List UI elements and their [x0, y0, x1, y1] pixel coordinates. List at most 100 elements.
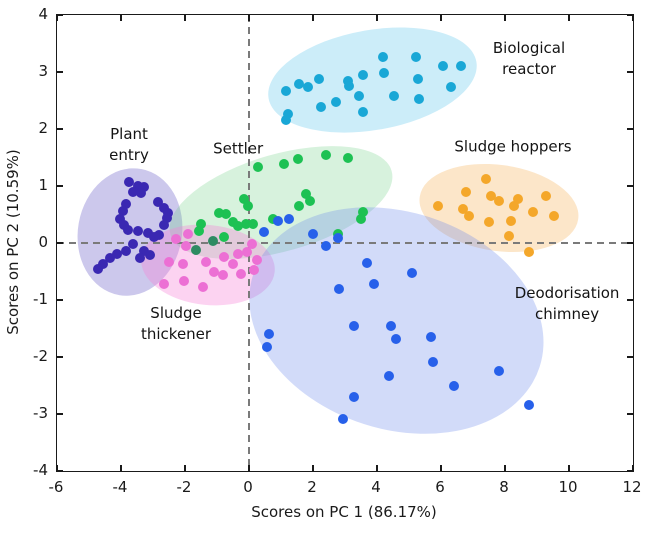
x-tick	[568, 15, 570, 21]
cluster-label-line: Plant	[110, 124, 148, 143]
cluster-label-line: Biological	[492, 39, 566, 58]
data-point-sludge-hoppers	[432, 200, 443, 211]
data-point-plant-entry	[153, 196, 164, 207]
data-point-sludge-thickener	[197, 282, 208, 293]
x-tick	[312, 465, 314, 471]
data-point-deodorisation-chimney	[321, 240, 332, 251]
data-point-sludge-thickener	[236, 268, 246, 279]
cluster-label-plant-entry: Plant entry	[109, 124, 149, 166]
data-point-biological-reactor	[414, 93, 425, 104]
data-point-sludge-thickener	[201, 257, 212, 268]
data-point-biological-reactor	[282, 109, 293, 120]
y-tick	[627, 242, 633, 244]
data-point-deodorisation-chimney	[264, 329, 275, 340]
x-tick	[440, 465, 442, 471]
data-point-sludge-hoppers	[509, 200, 520, 211]
data-point-plant-entry	[92, 264, 103, 275]
data-point-sludge-thickener	[164, 257, 175, 268]
data-point-settler	[300, 188, 311, 199]
data-point-sludge-hoppers	[494, 195, 505, 206]
data-point-sludge-thickener	[242, 246, 253, 257]
data-point-sludge-hoppers	[480, 174, 491, 185]
x-tick-label: -4	[112, 478, 128, 496]
data-point-sludge-thickener	[227, 259, 238, 270]
data-point-sludge-thickener	[171, 234, 182, 244]
y-tick	[627, 356, 633, 358]
x-tick-label: 10	[558, 478, 578, 496]
y-tick	[57, 71, 63, 73]
data-point-plant-entry	[127, 239, 138, 250]
data-point-settler	[356, 214, 366, 225]
data-point-sludge-hoppers	[549, 210, 560, 221]
data-point-biological-reactor	[379, 67, 390, 78]
data-point-deodorisation-chimney	[349, 320, 360, 331]
data-point-plant-entry	[132, 181, 143, 191]
x-axis-label: Scores on PC 1 (86.17%)	[251, 503, 437, 521]
data-point-plant-entry	[105, 252, 116, 263]
data-point-sludge-hoppers	[485, 190, 496, 201]
data-point-settler	[190, 244, 201, 255]
y-tick	[627, 15, 633, 16]
cluster-label-settler: Settler	[213, 138, 263, 159]
data-point-settler	[294, 200, 305, 211]
y-tick-label: -2	[33, 347, 48, 365]
x-tick-label: -6	[48, 478, 64, 496]
data-point-plant-entry	[134, 252, 145, 263]
data-point-settler	[232, 220, 243, 231]
y-tick	[627, 71, 633, 73]
data-point-sludge-hoppers	[512, 194, 523, 205]
data-point-sludge-thickener	[247, 239, 258, 250]
data-point-settler	[242, 200, 253, 211]
data-point-deodorisation-chimney	[259, 227, 270, 238]
data-point-sludge-hoppers	[506, 215, 517, 226]
x-tick	[312, 15, 314, 21]
data-point-sludge-hoppers	[524, 247, 535, 258]
data-point-biological-reactor	[412, 73, 423, 84]
y-tick-label: 3	[38, 62, 48, 80]
data-point-settler	[194, 226, 205, 237]
plot-area: Plant entry Settler Sludge thickener Biologic…	[56, 14, 634, 472]
data-point-deodorisation-chimney	[307, 228, 318, 239]
x-tick	[376, 465, 378, 471]
data-point-settler	[304, 195, 315, 206]
data-point-settler	[220, 208, 231, 219]
data-point-sludge-thickener	[183, 228, 194, 239]
data-point-plant-entry	[115, 214, 126, 225]
x-tick	[504, 465, 506, 471]
y-tick	[57, 356, 63, 358]
x-tick	[376, 15, 378, 21]
data-point-sludge-thickener	[177, 259, 188, 270]
data-point-sludge-thickener	[180, 240, 191, 251]
cluster-label-line: chimney	[534, 304, 600, 323]
data-point-biological-reactor	[342, 75, 353, 86]
y-tick	[57, 299, 63, 301]
data-point-sludge-hoppers	[464, 210, 475, 221]
x-tick	[120, 15, 122, 21]
x-tick	[248, 15, 250, 21]
data-point-biological-reactor	[389, 90, 400, 101]
data-point-plant-entry	[139, 182, 150, 193]
data-point-plant-entry	[162, 212, 173, 223]
y-tick	[57, 15, 63, 16]
x-tick-label: 0	[243, 478, 253, 496]
y-tick-label: 4	[38, 5, 48, 23]
data-point-biological-reactor	[316, 102, 326, 113]
data-point-biological-reactor	[437, 60, 448, 71]
data-point-settler	[357, 206, 368, 217]
x-tick	[440, 15, 442, 21]
data-point-sludge-thickener	[179, 275, 190, 286]
data-point-settler	[279, 158, 290, 169]
data-point-biological-reactor	[357, 70, 368, 81]
y-tick-label: -1	[33, 290, 48, 308]
data-point-sludge-hoppers	[504, 230, 515, 241]
y-tick-label: 2	[38, 119, 48, 137]
data-point-plant-entry	[127, 186, 138, 197]
data-point-settler	[320, 149, 331, 160]
x-tick	[632, 15, 633, 21]
x-tick-label: -2	[176, 478, 192, 496]
data-point-settler	[238, 194, 249, 205]
data-point-plant-entry	[121, 199, 132, 210]
cluster-label-line: thickener	[140, 324, 212, 343]
cluster-label-line: Settler	[213, 139, 264, 158]
data-point-settler	[343, 152, 354, 163]
